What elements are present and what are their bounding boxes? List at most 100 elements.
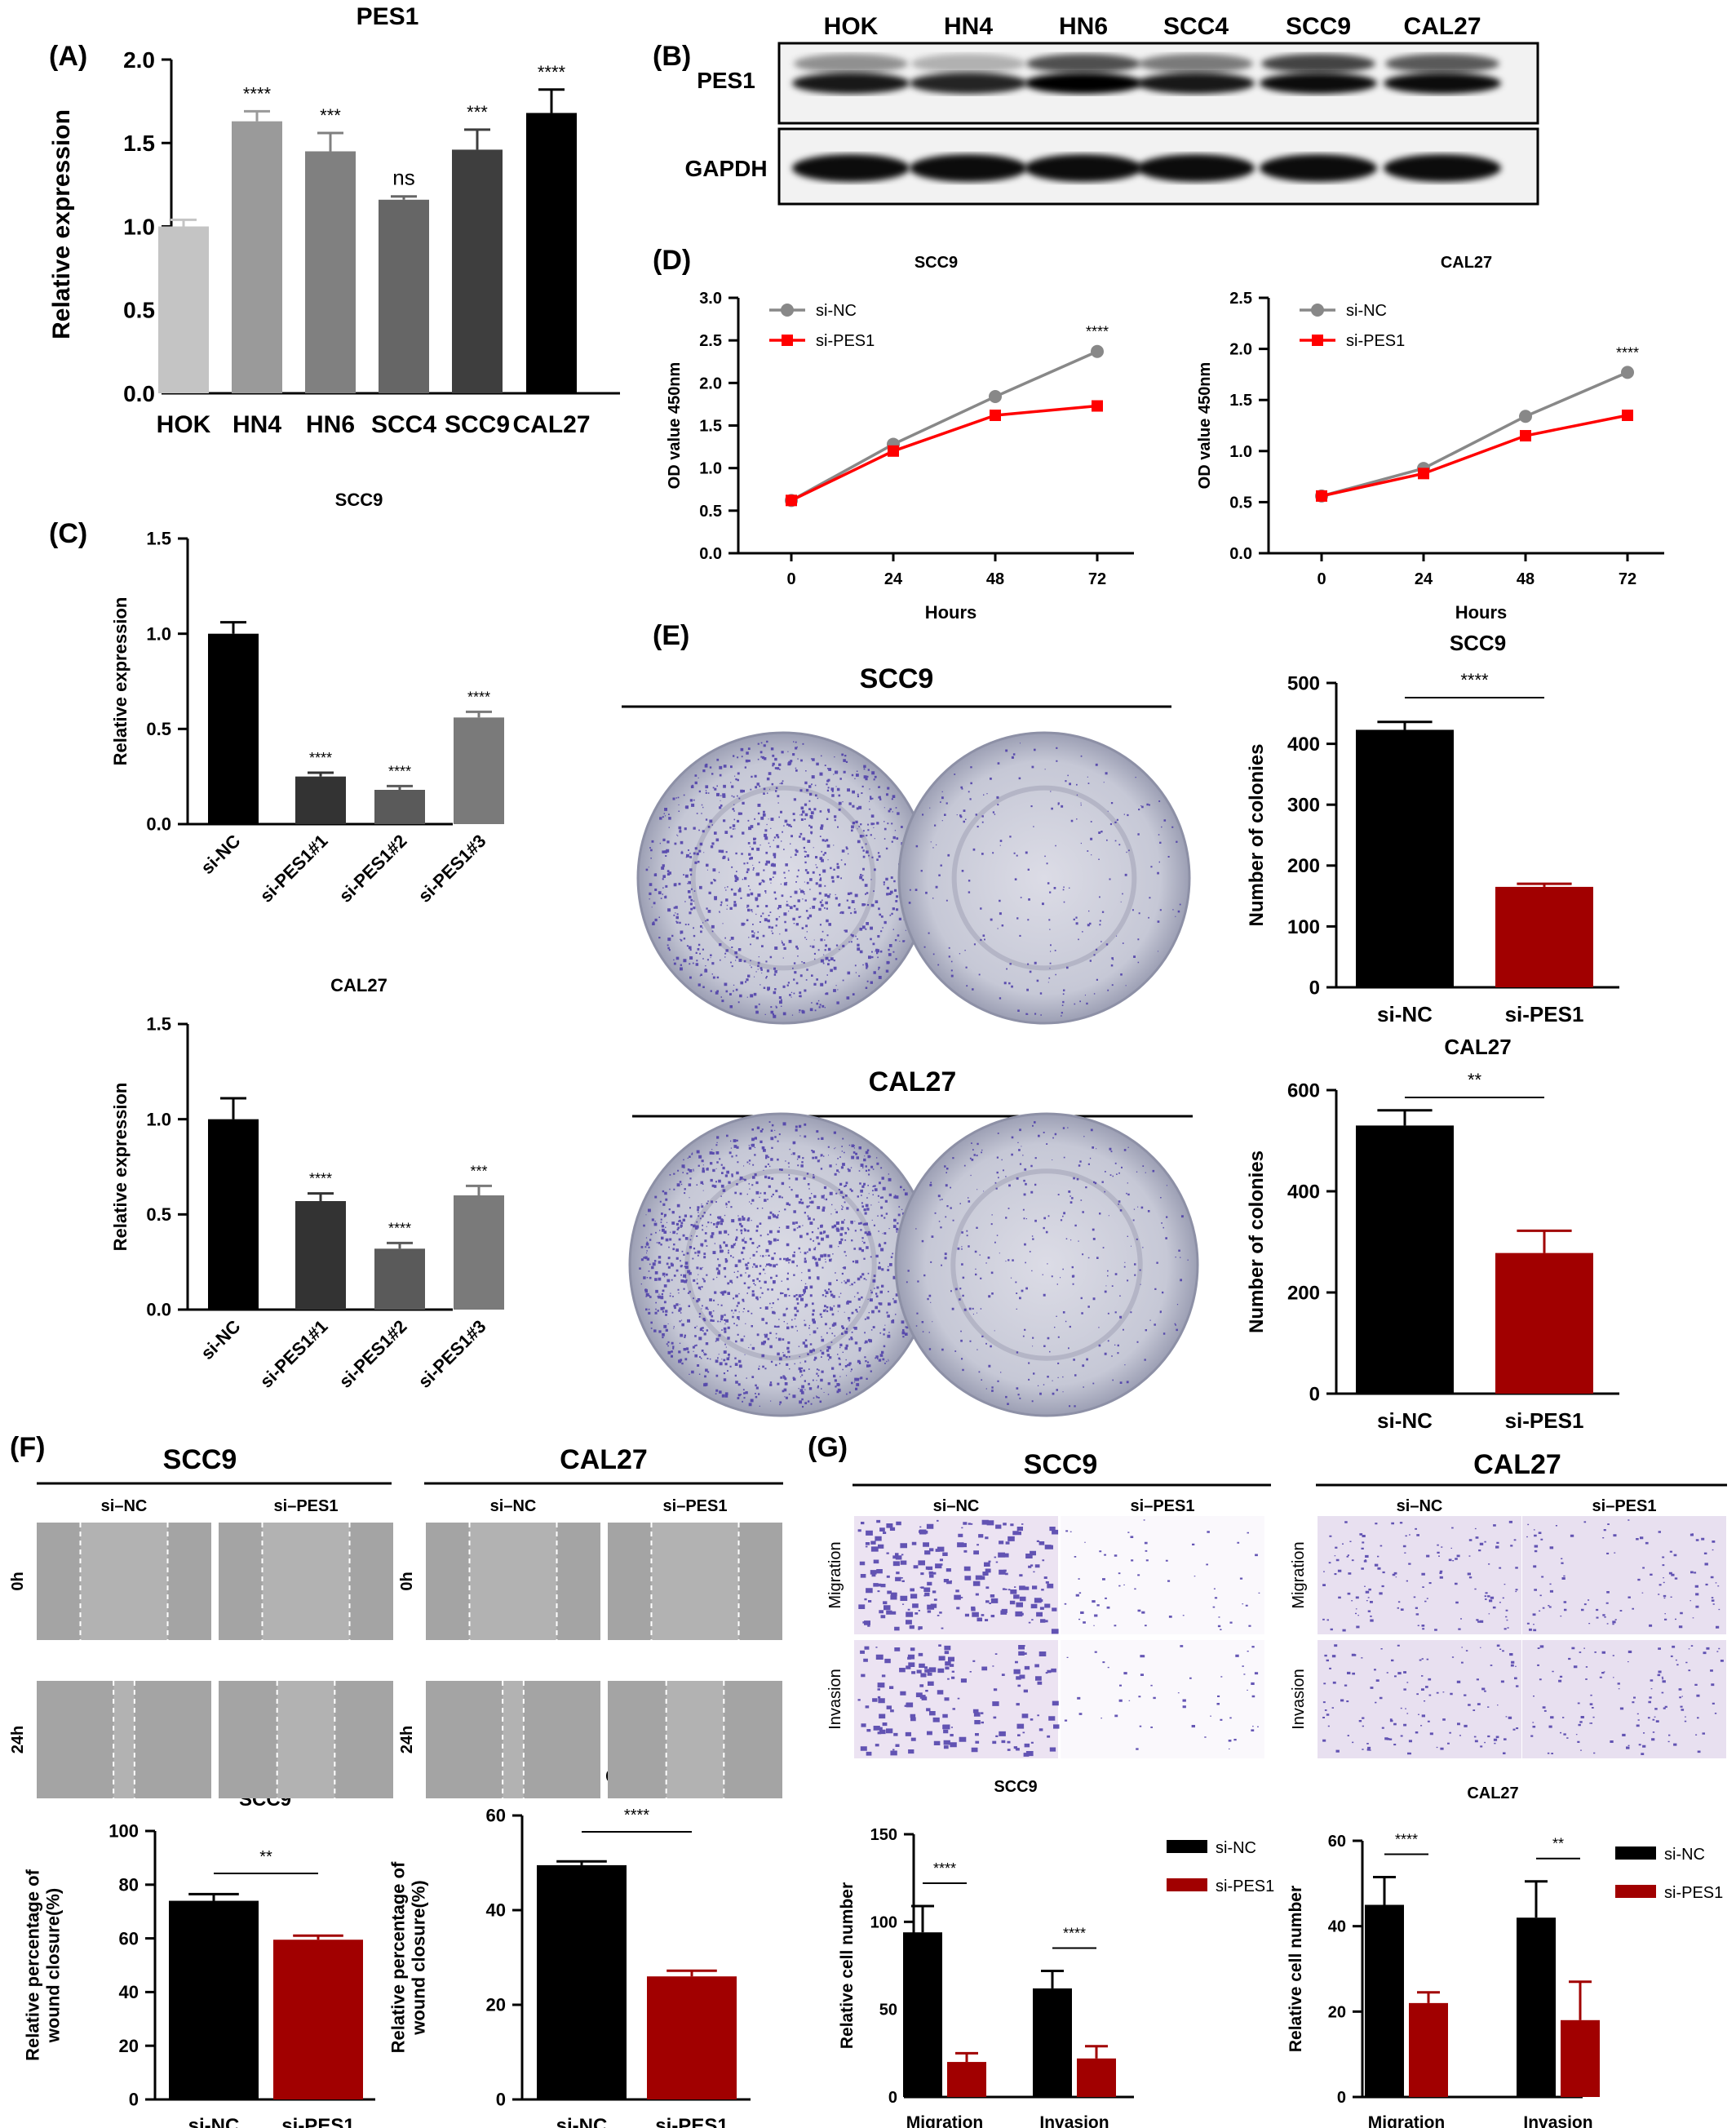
y-tick-label: 0 [1309,1383,1320,1405]
y-tick-label: 0.5 [123,298,155,323]
transwell-assay-label: Migration [826,1541,844,1608]
x-tick-label: si-NC [197,1316,244,1363]
legend-label: si-PES1 [1346,332,1405,350]
y-tick-label: 0 [1337,2089,1346,2107]
data-point [786,494,797,507]
western-blot: HOK HN4 HN6 SCC4 SCC9 CAL27 PES1 GAPDH [684,13,1539,206]
x-tick-label: Invasion [1039,2113,1109,2128]
transwell-image [1318,1516,1521,1634]
y-tick-label: 1.5 [123,131,155,156]
significance-label: ** [1552,1836,1564,1852]
significance-label: **** [1395,1831,1418,1847]
transwell-image [1522,1516,1726,1634]
wound-cell-line-title: SCC9 [163,1444,237,1475]
y-tick-label: 2.0 [1229,341,1252,359]
bar [379,199,429,393]
x-tick-label: 0 [786,570,795,588]
y-tick-label: 20 [1328,2003,1346,2021]
wound-gap [113,1681,135,1798]
panel-label-e: (E) [653,620,689,651]
bar [1495,886,1593,987]
wound-gap [651,1523,739,1640]
panel-label-a: (A) [49,41,87,72]
chart-c-cal27-knockdown: CAL27 0.0 0.5 1.0 1.5 Relative expression si-N… [110,975,504,1392]
y-tick-label: 1.0 [123,214,155,239]
bar [1409,2002,1448,2097]
bar [903,1932,942,2097]
band-gapdh [1025,154,1142,182]
legend-marker [782,335,793,346]
data-point [1621,366,1634,379]
x-tick-label: 72 [1088,570,1106,588]
bar [232,121,282,394]
legend-marker [1311,304,1324,317]
x-axis-label: Hours [925,602,977,623]
legend-marker [781,304,794,317]
wound-cell-line-title: CAL27 [560,1444,648,1475]
y-axis-label: wound closure(%) [409,1880,429,2035]
y-axis-label: OD value 450nm [1196,362,1214,490]
chart-e-cal27-colonies: CAL27 0 200 400 600 Number of colonies si-NC si… [1246,1035,1619,1433]
panel-label-f: (F) [10,1432,45,1463]
x-tick-label: si-PES1#2 [335,831,411,907]
chart-a-pes1-expression: PES1 0.0 0.5 1.0 1.5 2.0 Relative expression HO… [48,3,620,438]
plate-inner-ring [690,785,876,971]
band-pes1-main [1260,73,1377,94]
wound-gap [80,1523,168,1640]
band-pes1-upper [1139,54,1253,73]
chart-g-cal27-transwell: CAL27 0 20 40 60 Relative cell number **** Migr… [1286,1784,1723,2128]
wound-group-label: si–PES1 [274,1497,339,1515]
y-tick-label: 0 [888,2089,897,2107]
data-point [1092,400,1103,412]
y-tick-label: 40 [119,1982,139,2002]
legend-swatch [1615,1846,1656,1860]
bar [1495,1252,1593,1394]
x-tick-label: 48 [1517,570,1534,588]
bar [1356,1125,1454,1394]
y-tick-label: 50 [879,2002,897,2019]
significance-label: ** [259,1848,272,1866]
transwell-assay-label: Migration [1290,1541,1308,1608]
significance-label: **** [388,1220,411,1236]
bar [452,149,503,393]
bar [1517,1917,1556,2097]
chart-e-scc9-colonies: SCC9 0 100 200 300 400 500 Number of colonies si… [1246,631,1619,1026]
significance-label: **** [1063,1925,1086,1941]
x-tick-label: si-PES1 [281,2115,354,2128]
legend-swatch [1615,1885,1656,1898]
wound-timepoint-label: 24h [398,1726,416,1753]
y-tick-label: 400 [1287,1181,1320,1203]
lane-label: SCC4 [1163,13,1229,40]
x-tick-label: CAL27 [512,411,590,438]
bar [295,776,346,824]
significance-label: **** [1460,670,1489,690]
plate-inner-ring [951,785,1137,971]
stained-cells [857,1519,1059,1634]
lane-label: CAL27 [1403,13,1481,40]
chart-title: SCC9 [914,254,958,272]
band-gapdh [792,154,910,182]
significance-label: **** [1086,324,1109,340]
x-tick-label: si-PES1#3 [414,1316,490,1392]
x-tick-label: HN6 [306,411,355,438]
y-axis-label: Relative percentage of [388,1861,408,2053]
transwell-group-label: si–PES1 [1131,1497,1195,1515]
wound-group-label: si–NC [101,1497,148,1515]
legend-swatch [1167,1878,1207,1891]
y-tick-label: 60 [1328,1833,1346,1851]
band-gapdh [1260,154,1377,182]
bar [295,1201,346,1310]
bar [1356,729,1454,987]
y-tick-label: 1.0 [699,460,722,478]
lane-label: HN6 [1059,13,1108,40]
x-tick-label: 0 [1317,570,1326,588]
band-pes1-main [1384,73,1501,94]
x-tick-label: HOK [157,411,211,438]
y-tick-label: 100 [108,1821,139,1842]
band-pes1-main [792,73,910,94]
colonies [906,1121,1189,1408]
bar [305,151,356,393]
